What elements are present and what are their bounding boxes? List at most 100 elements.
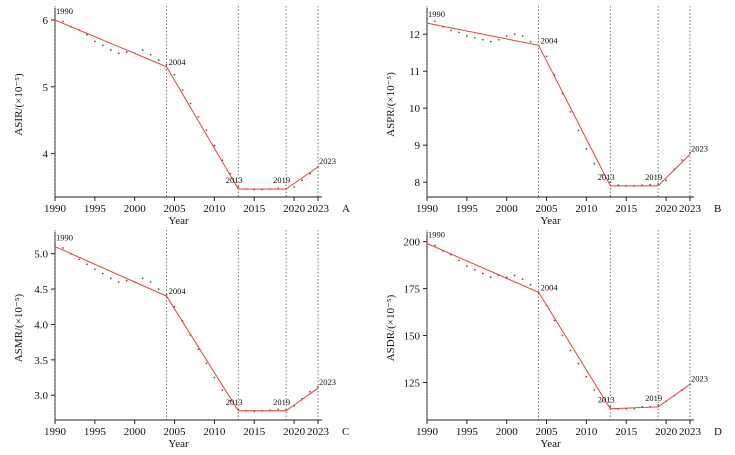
observed-point	[577, 362, 580, 365]
observed-point	[277, 408, 280, 411]
observed-point	[173, 305, 176, 308]
observed-point	[221, 389, 224, 392]
x-tick-label: 2005	[536, 426, 559, 438]
observed-point	[426, 238, 428, 241]
observed-point	[157, 288, 160, 290]
x-tick-label: 1995	[456, 426, 479, 438]
x-tick-label: 2005	[536, 203, 559, 215]
observed-point	[609, 181, 612, 184]
observed-point	[481, 272, 484, 275]
observed-point	[141, 49, 144, 51]
observed-point	[285, 408, 288, 411]
x-tick-label: 1990	[44, 426, 67, 438]
x-tick-label: 2020	[283, 426, 306, 438]
panel-letter: A	[342, 203, 350, 215]
observed-point	[513, 33, 516, 36]
y-tick-label: 200	[404, 237, 421, 249]
observed-point	[457, 31, 460, 34]
observed-point	[465, 35, 468, 37]
fit-line	[426, 243, 691, 410]
x-tick-label: 2005	[164, 203, 187, 215]
observed-point	[521, 35, 524, 37]
observed-point	[149, 53, 152, 56]
x-tick-label: 2015	[243, 426, 266, 438]
observed-point	[125, 279, 128, 282]
y-tick-label: 125	[404, 377, 421, 389]
observed-point	[545, 55, 548, 58]
observed-point	[585, 148, 588, 150]
x-axis-title: Year	[168, 438, 189, 450]
x-tick-label: 2015	[243, 203, 266, 215]
observed-point	[497, 38, 500, 41]
observed-point	[78, 258, 80, 261]
y-axis-title: ASMR/(×10⁻⁵)	[13, 293, 25, 362]
observed-point	[213, 376, 216, 379]
observed-point	[593, 389, 596, 391]
x-tick-label: 2020	[655, 203, 678, 215]
joinpoint-label: 2023	[691, 143, 708, 153]
panel-c: 1990 1995 2000 2005 2010 2015 2020 20233.03.54.…	[13, 230, 349, 450]
x-tick-label: 2010	[203, 426, 226, 438]
y-tick-label: 10	[409, 103, 421, 115]
joinpoint-label: 2004	[169, 57, 187, 67]
x-tick-label: 2000	[124, 426, 147, 438]
joinpoint-label: 2023	[691, 373, 708, 383]
panel-letter: B	[714, 203, 721, 215]
joinpoint-label: 2004	[541, 282, 559, 292]
panel-letter: D	[714, 426, 722, 438]
joinpoint-label: 2013	[226, 397, 243, 407]
y-tick-label: 3.5	[34, 355, 48, 367]
x-tick-label: 1995	[456, 203, 479, 215]
joinpoint-label: 2004	[169, 286, 187, 296]
x-tick-label: 2023	[307, 203, 330, 215]
observed-point	[85, 263, 88, 266]
observed-point	[93, 268, 96, 271]
x-tick-label: 2015	[615, 426, 638, 438]
panel-d: 1990 1995 2000 2005 2010 2015 2020 202312515017…	[385, 230, 722, 450]
observed-point	[649, 183, 652, 186]
observed-point	[317, 385, 319, 388]
observed-point	[473, 268, 476, 271]
observed-point	[62, 20, 64, 23]
observed-point	[489, 276, 492, 279]
observed-point	[601, 173, 604, 176]
x-tick-label: 2015	[615, 203, 638, 215]
observed-point	[569, 111, 572, 113]
joinpoint-label: 2013	[226, 175, 243, 185]
y-tick-label: 3.0	[34, 390, 48, 402]
observed-point	[189, 102, 192, 105]
observed-point	[489, 40, 492, 43]
observed-point	[601, 400, 604, 403]
observed-point	[165, 293, 168, 296]
observed-point	[689, 151, 691, 154]
x-axis-title: Year	[540, 438, 561, 450]
joinpoint-label: 2023	[319, 156, 336, 166]
observed-point	[657, 183, 660, 185]
x-tick-label: 2020	[655, 426, 678, 438]
observed-point	[681, 159, 683, 161]
x-tick-label: 1990	[416, 203, 439, 215]
observed-point	[450, 29, 452, 32]
observed-point	[293, 186, 295, 188]
observed-point	[117, 281, 120, 283]
observed-point	[553, 319, 556, 322]
y-tick-label: 150	[404, 331, 421, 343]
observed-point	[585, 375, 588, 378]
observed-point	[181, 89, 184, 92]
observed-point	[213, 144, 216, 147]
observed-point	[529, 40, 532, 43]
observed-point	[197, 348, 200, 351]
y-tick-label: 9	[415, 140, 421, 152]
x-tick-label: 2023	[679, 203, 702, 215]
observed-point	[165, 63, 168, 66]
observed-point	[109, 277, 112, 280]
observed-point	[657, 404, 660, 406]
observed-point	[149, 281, 152, 283]
observed-point	[505, 35, 508, 37]
x-tick-label: 2023	[679, 426, 702, 438]
y-tick-label: 175	[404, 284, 421, 296]
observed-point	[465, 265, 468, 267]
y-tick-label: 11	[409, 66, 420, 78]
joinpoint-label: 2004	[541, 35, 559, 45]
